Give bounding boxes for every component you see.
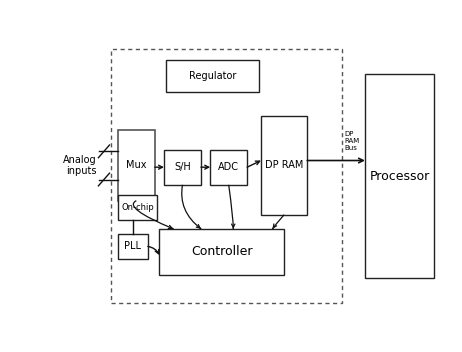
Text: DP RAM: DP RAM	[265, 161, 304, 170]
Text: PLL: PLL	[124, 241, 141, 251]
Text: On-chip: On-chip	[121, 203, 154, 212]
Bar	[118, 195, 157, 220]
Bar	[118, 234, 148, 259]
Text: ADC: ADC	[218, 162, 239, 172]
Bar	[166, 60, 259, 92]
Text: Mux: Mux	[126, 161, 146, 170]
Bar	[118, 130, 155, 201]
Text: DP
RAM
Bus: DP RAM Bus	[344, 131, 359, 151]
Text: Regulator: Regulator	[189, 71, 236, 81]
Text: Controller: Controller	[191, 245, 253, 258]
Bar	[261, 116, 307, 215]
Text: S/H: S/H	[174, 162, 191, 172]
Text: Processor: Processor	[370, 170, 430, 182]
Bar	[111, 49, 342, 303]
Text: Analog
inputs: Analog inputs	[63, 155, 97, 176]
Bar	[365, 74, 434, 278]
Bar	[210, 150, 247, 185]
Bar	[159, 229, 284, 275]
Bar	[164, 150, 201, 185]
